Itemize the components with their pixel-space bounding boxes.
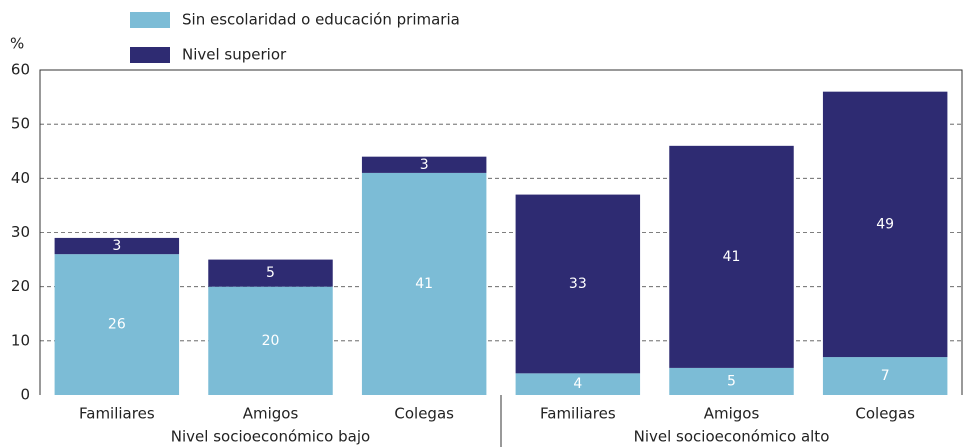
bar-segment bbox=[54, 237, 180, 255]
bar-segment bbox=[54, 254, 180, 395]
y-tick-label: 50 bbox=[11, 115, 30, 133]
value-label: 4 bbox=[573, 376, 582, 392]
bar-segment bbox=[208, 259, 333, 287]
bar-segment bbox=[669, 367, 794, 395]
x-tick-label: Amigos bbox=[704, 405, 760, 423]
x-tick-label: Amigos bbox=[243, 405, 299, 423]
group-label: Nivel socioeconómico bajo bbox=[171, 428, 370, 446]
value-label: 3 bbox=[420, 157, 429, 173]
y-tick-label: 30 bbox=[11, 223, 30, 241]
x-tick-label: Colegas bbox=[394, 405, 454, 423]
bar-segment bbox=[361, 156, 487, 173]
bar-segment bbox=[515, 373, 641, 395]
value-label: 49 bbox=[876, 216, 894, 232]
group-label: Nivel socioeconómico alto bbox=[634, 428, 830, 446]
x-tick-label: Familiares bbox=[540, 405, 616, 423]
y-tick-label: 0 bbox=[20, 386, 30, 404]
value-label: 7 bbox=[881, 368, 890, 384]
value-label: 33 bbox=[569, 276, 587, 292]
y-axis-label: % bbox=[10, 35, 24, 53]
value-label: 41 bbox=[723, 249, 741, 265]
value-label: 26 bbox=[108, 317, 126, 333]
y-tick-label: 60 bbox=[11, 61, 30, 79]
bar-segment bbox=[822, 357, 948, 395]
legend-swatch bbox=[130, 12, 170, 28]
value-label: 20 bbox=[262, 333, 280, 349]
plot-frame bbox=[39, 69, 963, 395]
bar-segment bbox=[208, 286, 333, 395]
bar-segment bbox=[361, 172, 487, 395]
x-tick-label: Familiares bbox=[79, 405, 155, 423]
x-tick-label: Colegas bbox=[855, 405, 915, 423]
value-label: 5 bbox=[727, 373, 736, 389]
bar-segment bbox=[822, 91, 948, 358]
value-label: 41 bbox=[415, 276, 433, 292]
bar-segment bbox=[669, 145, 794, 368]
y-tick-label: 20 bbox=[11, 277, 30, 295]
value-label: 3 bbox=[112, 238, 121, 254]
legend-swatch bbox=[130, 47, 170, 63]
y-tick-label: 40 bbox=[11, 169, 30, 187]
value-label: 5 bbox=[266, 265, 275, 281]
legend-label: Nivel superior bbox=[182, 46, 287, 64]
legend-label: Sin escolaridad o educación primaria bbox=[182, 11, 460, 29]
bar-segment bbox=[515, 194, 641, 374]
y-tick-label: 10 bbox=[11, 331, 30, 349]
